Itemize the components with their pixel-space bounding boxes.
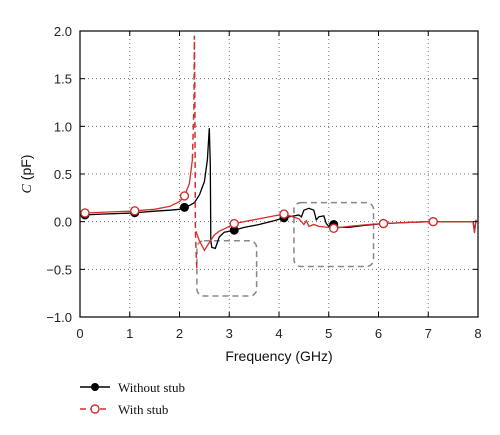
highlight-box <box>196 239 258 297</box>
x-tick-label: 1 <box>126 326 133 341</box>
highlight-box <box>293 201 375 268</box>
marker-with-stub <box>428 216 438 227</box>
legend-label-without-stub: Without stub <box>118 380 185 395</box>
series-layer <box>80 35 477 270</box>
y-axis-label: C (pF) <box>18 155 35 194</box>
legend-label-with-stub: With stub <box>118 402 168 417</box>
x-tick-label: 7 <box>425 326 432 341</box>
marker-with-stub <box>80 208 90 218</box>
marker-with-stub <box>279 209 289 219</box>
plot-frame <box>79 30 479 318</box>
x-tick-label: 3 <box>226 326 233 341</box>
y-tick-label: 0.5 <box>54 167 72 182</box>
y-tick-label: 2.0 <box>54 24 72 39</box>
x-tick-label: 0 <box>76 326 83 341</box>
x-tick-label: 2 <box>176 326 183 341</box>
x-axis-ticks: 0 1 2 3 4 5 6 7 8 <box>76 31 482 341</box>
annotation-boxes <box>196 201 375 297</box>
series-dashed-with-stub <box>191 35 198 270</box>
legend-marker-with-stub <box>90 404 100 414</box>
legend-marker-without-stub <box>91 383 99 391</box>
marker-with-stub <box>229 218 239 229</box>
marker-without-stub <box>179 202 189 212</box>
y-tick-label: 1.5 <box>54 72 72 87</box>
x-tick-label: 8 <box>474 326 481 341</box>
y-tick-label: −0.5 <box>46 262 72 277</box>
marker-with-stub <box>378 218 389 229</box>
y-axis-label-unit: (pF) <box>18 155 34 185</box>
x-tick-label: 4 <box>275 326 282 341</box>
y-tick-label: −1.0 <box>46 310 72 325</box>
y-axis-ticks: 2.0 1.5 1.0 0.5 0.0 −0.5 −1.0 <box>46 24 478 325</box>
series-line-without-stub <box>82 128 477 250</box>
y-axis-label-symbol: C <box>20 183 35 193</box>
marker-with-stub <box>179 191 190 201</box>
legend: Without stub With stub <box>80 380 185 417</box>
y-tick-label: 1.0 <box>54 119 72 134</box>
marker-with-stub <box>130 206 140 216</box>
x-tick-label: 6 <box>375 326 382 341</box>
grid-lines <box>80 31 478 317</box>
series-line-with-stub <box>82 159 194 214</box>
x-tick-label: 5 <box>325 326 332 341</box>
marker-with-stub <box>329 223 339 234</box>
series-line-with-stub-after <box>195 213 477 252</box>
y-tick-label: 0.0 <box>54 215 72 230</box>
x-axis-label: Frequency (GHz) <box>225 348 332 364</box>
